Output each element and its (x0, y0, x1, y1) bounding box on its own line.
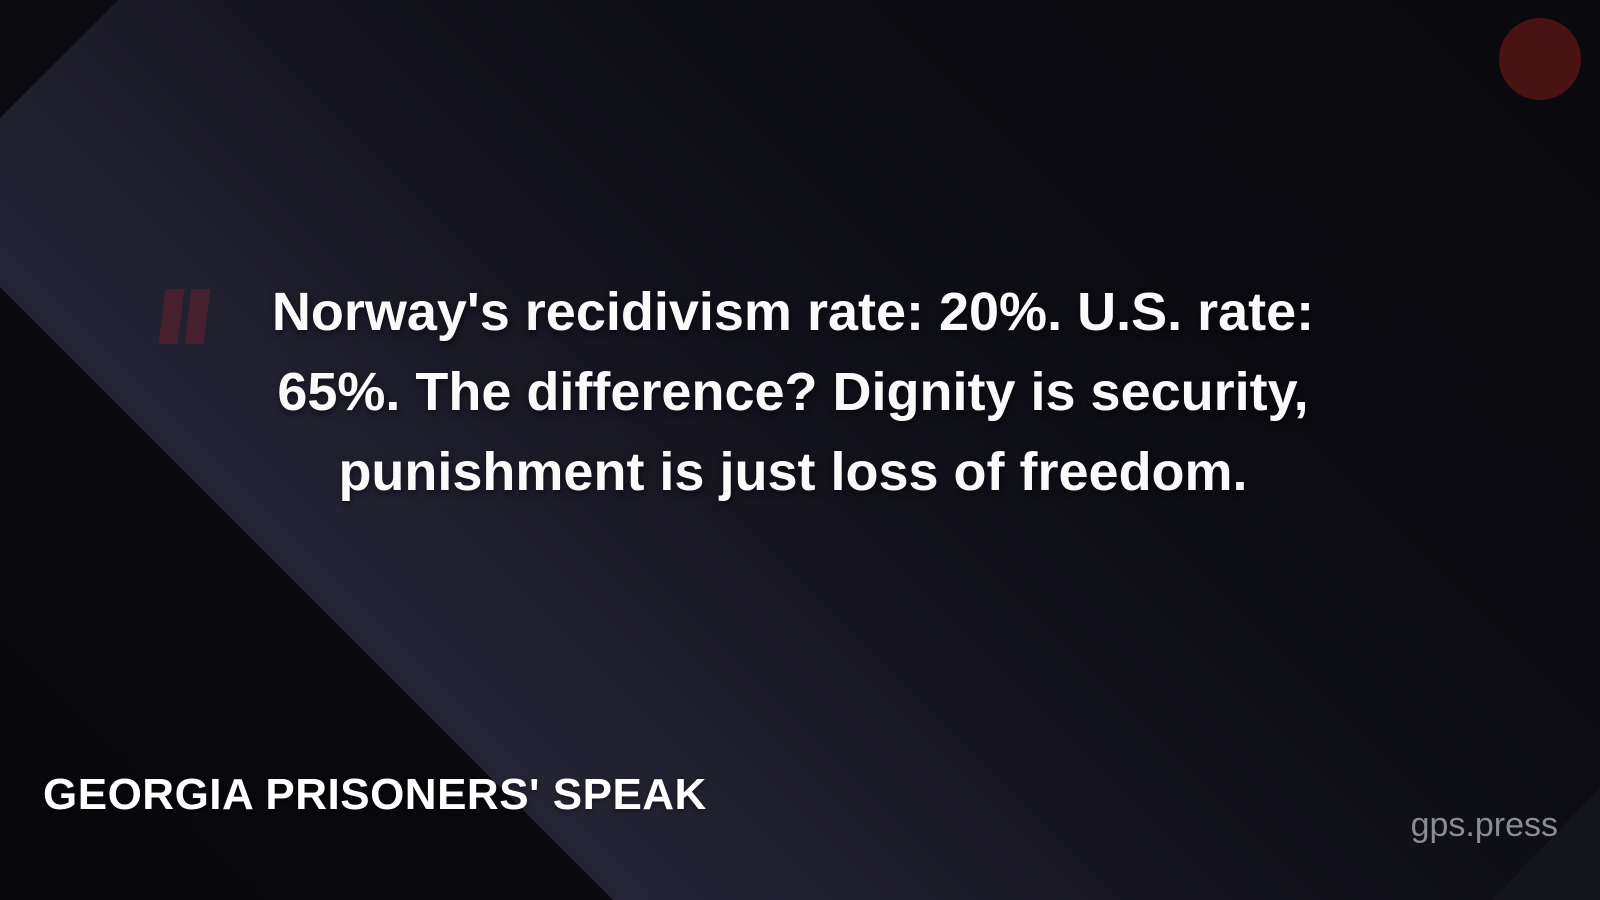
quote-text: Norway's recidivism rate: 20%. U.S. rate… (0, 272, 1586, 512)
quote-line-1: Norway's recidivism rate: 20%. U.S. rate… (271, 282, 1315, 342)
quote-line-2: 65%. The difference? Dignity is security… (277, 362, 1309, 422)
quote-line-3: punishment is just loss of freedom. (338, 442, 1248, 502)
filled-circle-icon (1499, 18, 1581, 100)
website-url: gps.press (1410, 806, 1558, 844)
brand-name: GEORGIA PRISONERS' SPEAK (43, 770, 707, 819)
